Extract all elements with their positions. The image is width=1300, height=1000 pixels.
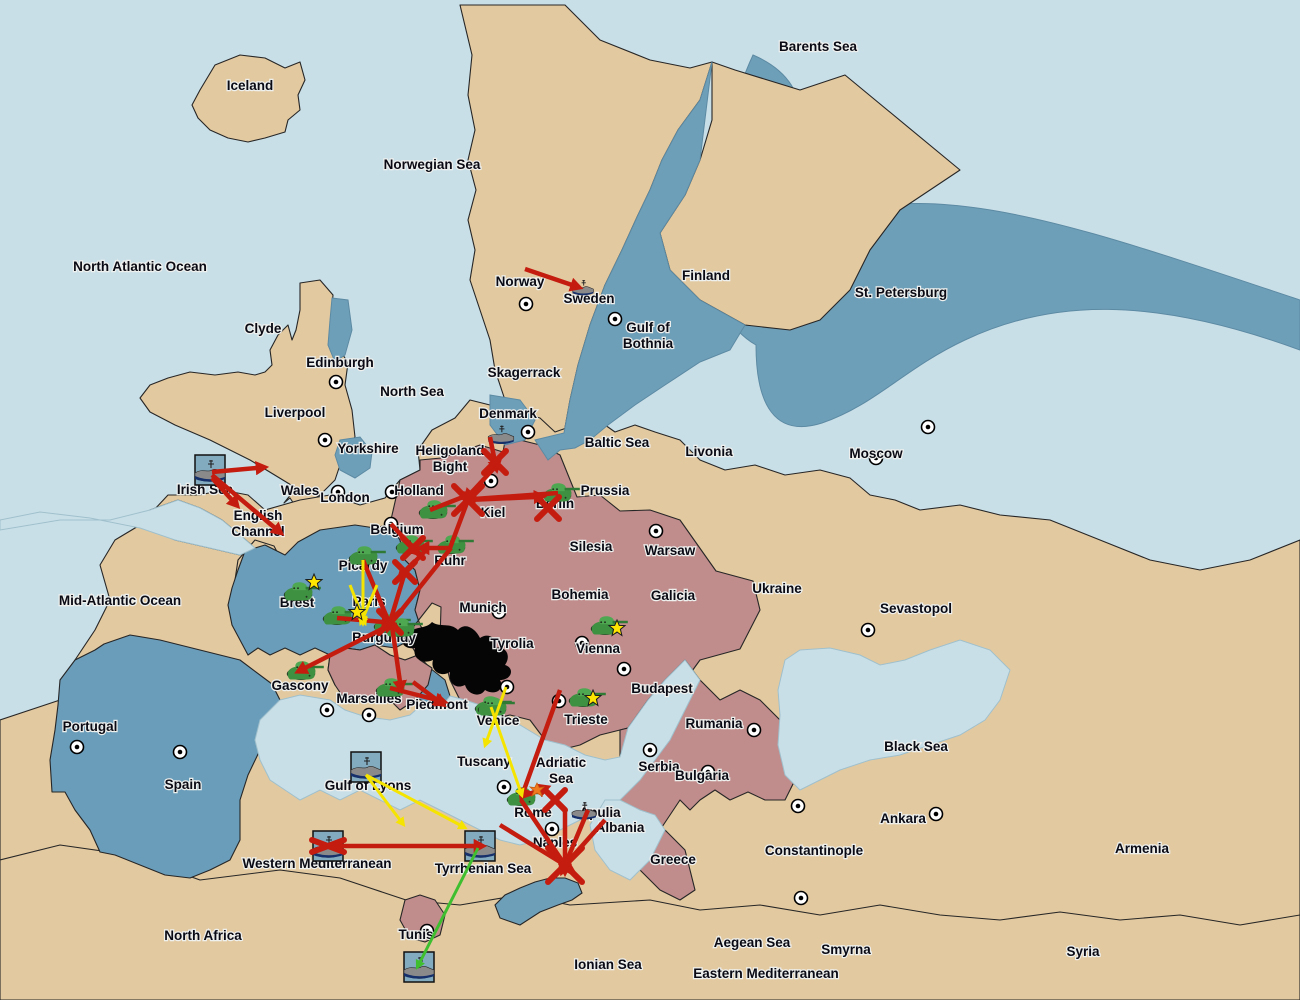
svg-text:Edinburgh: Edinburgh [306,355,374,370]
svg-text:Moscow: Moscow [849,446,903,461]
svg-text:London: London [320,490,369,505]
svg-text:Sevastopol: Sevastopol [880,601,952,616]
svg-text:Greece: Greece [650,852,696,867]
svg-text:Yorkshire: Yorkshire [337,441,399,456]
svg-text:Wales: Wales [281,483,320,498]
svg-text:Constantinople: Constantinople [765,843,864,858]
svg-text:Ankara: Ankara [880,811,926,826]
svg-text:Budapest: Budapest [631,681,693,696]
svg-text:Barents Sea: Barents Sea [779,39,858,54]
svg-text:Vienna: Vienna [576,641,621,656]
svg-text:Silesia: Silesia [570,539,613,554]
svg-text:Syria: Syria [1066,944,1100,959]
svg-text:Clyde: Clyde [245,321,282,336]
svg-text:Aegean Sea: Aegean Sea [714,935,791,950]
svg-text:Warsaw: Warsaw [645,543,696,558]
svg-text:Bohemia: Bohemia [551,587,609,602]
svg-text:Tunis: Tunis [399,927,434,942]
svg-text:North Atlantic Ocean: North Atlantic Ocean [73,259,207,274]
svg-text:Baltic Sea: Baltic Sea [585,435,650,450]
svg-text:North Sea: North Sea [380,384,444,399]
svg-text:Portugal: Portugal [63,719,118,734]
svg-text:Tyrrhenian Sea: Tyrrhenian Sea [435,861,532,876]
svg-text:Galicia: Galicia [651,588,696,603]
svg-text:St. Petersburg: St. Petersburg [855,285,947,300]
svg-text:Holland: Holland [394,483,444,498]
svg-text:Denmark: Denmark [479,406,537,421]
svg-text:Bulgaria: Bulgaria [675,768,730,783]
svg-text:Ionian Sea: Ionian Sea [574,957,642,972]
svg-text:Bight: Bight [433,459,468,474]
svg-text:Ukraine: Ukraine [752,581,802,596]
svg-text:Gulf of: Gulf of [626,320,670,335]
svg-text:Armenia: Armenia [1115,841,1170,856]
svg-text:Liverpool: Liverpool [265,405,326,420]
svg-text:Tyrolia: Tyrolia [490,636,534,651]
svg-text:Iceland: Iceland [227,78,274,93]
svg-text:Mid-Atlantic Ocean: Mid-Atlantic Ocean [59,593,181,608]
svg-text:Adriatic: Adriatic [536,755,587,770]
svg-text:Serbia: Serbia [638,759,680,774]
svg-text:Sea: Sea [549,771,574,786]
svg-text:Spain: Spain [165,777,202,792]
svg-text:Smyrna: Smyrna [821,942,871,957]
svg-text:Bothnia: Bothnia [623,336,674,351]
svg-text:Norway: Norway [496,274,545,289]
svg-text:Skagerrack: Skagerrack [488,365,561,380]
svg-text:Trieste: Trieste [564,712,608,727]
svg-text:Munich: Munich [459,600,506,615]
svg-text:Prussia: Prussia [581,483,630,498]
svg-text:Livonia: Livonia [685,444,733,459]
svg-text:Tuscany: Tuscany [457,754,511,769]
svg-text:Black Sea: Black Sea [884,739,948,754]
svg-text:Norwegian Sea: Norwegian Sea [384,157,481,172]
svg-text:Gascony: Gascony [271,678,329,693]
svg-text:Eastern Mediterranean: Eastern Mediterranean [693,966,839,981]
svg-text:Rumania: Rumania [685,716,743,731]
svg-text:Finland: Finland [682,268,730,283]
svg-text:North Africa: North Africa [164,928,242,943]
svg-text:Channel: Channel [231,524,284,539]
svg-text:Heligoland: Heligoland [415,443,484,458]
